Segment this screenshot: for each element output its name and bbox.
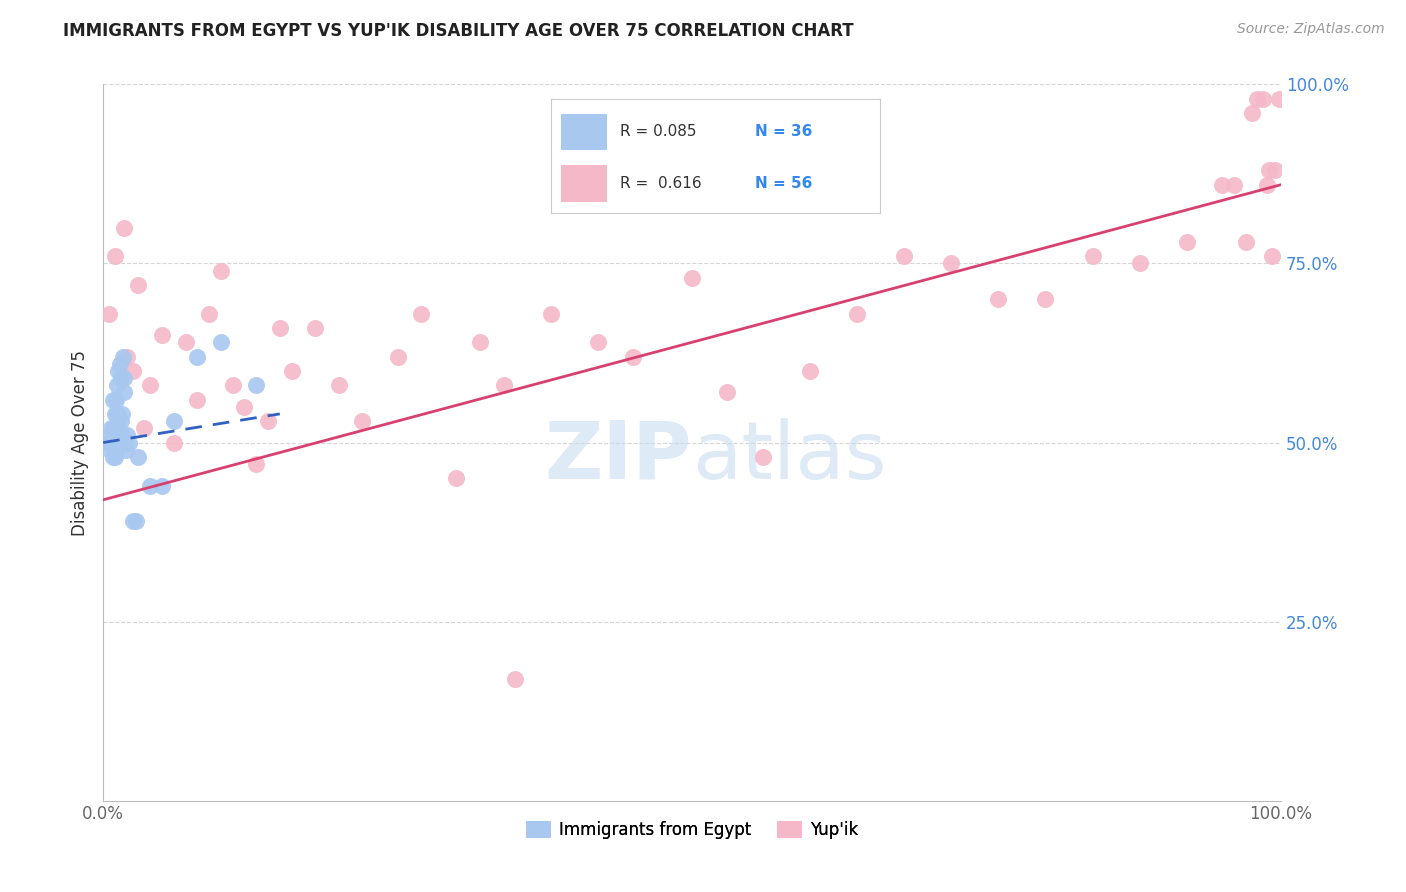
Point (110, 371, 132, 385)
Point (101, 392, 124, 407)
Point (845, 307, 868, 321)
Point (1035, 293, 1057, 307)
Point (139, 378, 162, 392)
Point (139, 478, 162, 492)
Point (112, 371, 135, 385)
Point (1264, 163, 1286, 178)
Point (111, 428, 134, 442)
Point (245, 378, 267, 392)
Point (103, 421, 125, 435)
Point (110, 414, 132, 428)
Point (221, 378, 243, 392)
Point (1081, 249, 1104, 263)
Point (186, 350, 208, 364)
Point (468, 335, 491, 350)
Point (716, 385, 738, 400)
Point (411, 307, 433, 321)
Point (1240, 106, 1263, 120)
Point (98, 442, 121, 457)
Point (328, 378, 350, 392)
Point (121, 364, 143, 378)
Text: IMMIGRANTS FROM EGYPT VS YUP'IK DISABILITY AGE OVER 75 CORRELATION CHART: IMMIGRANTS FROM EGYPT VS YUP'IK DISABILI… (63, 22, 853, 40)
Point (104, 450, 127, 464)
Point (105, 392, 128, 407)
Point (105, 442, 128, 457)
Y-axis label: Disability Age Over 75: Disability Age Over 75 (72, 350, 89, 535)
Point (112, 220, 135, 235)
Point (941, 256, 963, 270)
Point (1246, 92, 1268, 106)
Point (387, 350, 409, 364)
Point (681, 270, 703, 285)
Point (114, 442, 136, 457)
Point (100, 428, 122, 442)
Point (98, 307, 121, 321)
Point (799, 364, 821, 378)
Point (121, 514, 143, 528)
Point (98, 435, 121, 450)
Point (540, 307, 562, 321)
Point (280, 364, 302, 378)
Point (115, 350, 138, 364)
Point (112, 350, 135, 364)
Point (1129, 256, 1152, 270)
Point (1258, 163, 1281, 178)
Point (257, 414, 280, 428)
Text: ZIP: ZIP (544, 417, 692, 496)
Point (1260, 249, 1282, 263)
Point (108, 357, 131, 371)
Point (1253, 92, 1275, 106)
Point (269, 321, 291, 335)
Point (987, 293, 1010, 307)
Point (127, 450, 149, 464)
Point (233, 400, 256, 414)
Point (1223, 178, 1246, 192)
Point (352, 414, 374, 428)
Point (893, 249, 915, 263)
Point (107, 364, 129, 378)
Point (209, 335, 232, 350)
Point (134, 421, 156, 435)
Text: Source: ZipAtlas.com: Source: ZipAtlas.com (1237, 22, 1385, 37)
Point (104, 428, 127, 442)
Point (111, 407, 134, 421)
Point (209, 263, 232, 277)
Point (198, 307, 221, 321)
Point (446, 471, 468, 485)
Point (304, 321, 326, 335)
Point (125, 514, 148, 528)
Point (174, 335, 197, 350)
Point (163, 435, 186, 450)
Point (107, 414, 129, 428)
Point (105, 378, 128, 392)
Point (105, 407, 128, 421)
Point (118, 435, 141, 450)
Point (1256, 178, 1278, 192)
Point (751, 450, 773, 464)
Point (1234, 235, 1257, 249)
Legend: Immigrants from Egypt, Yup'ik: Immigrants from Egypt, Yup'ik (519, 814, 865, 846)
Point (127, 277, 149, 292)
Point (505, 672, 527, 686)
Text: atlas: atlas (692, 417, 886, 496)
Point (104, 407, 127, 421)
Point (115, 428, 138, 442)
Point (110, 371, 132, 385)
Point (1267, 92, 1289, 106)
Point (150, 328, 173, 343)
Point (112, 385, 135, 400)
Point (492, 378, 515, 392)
Point (586, 335, 609, 350)
Point (100, 421, 122, 435)
Point (1175, 235, 1198, 249)
Point (621, 350, 644, 364)
Point (101, 450, 124, 464)
Point (245, 457, 267, 471)
Point (186, 392, 208, 407)
Point (104, 249, 127, 263)
Point (1211, 178, 1233, 192)
Point (163, 414, 186, 428)
Point (150, 478, 173, 492)
